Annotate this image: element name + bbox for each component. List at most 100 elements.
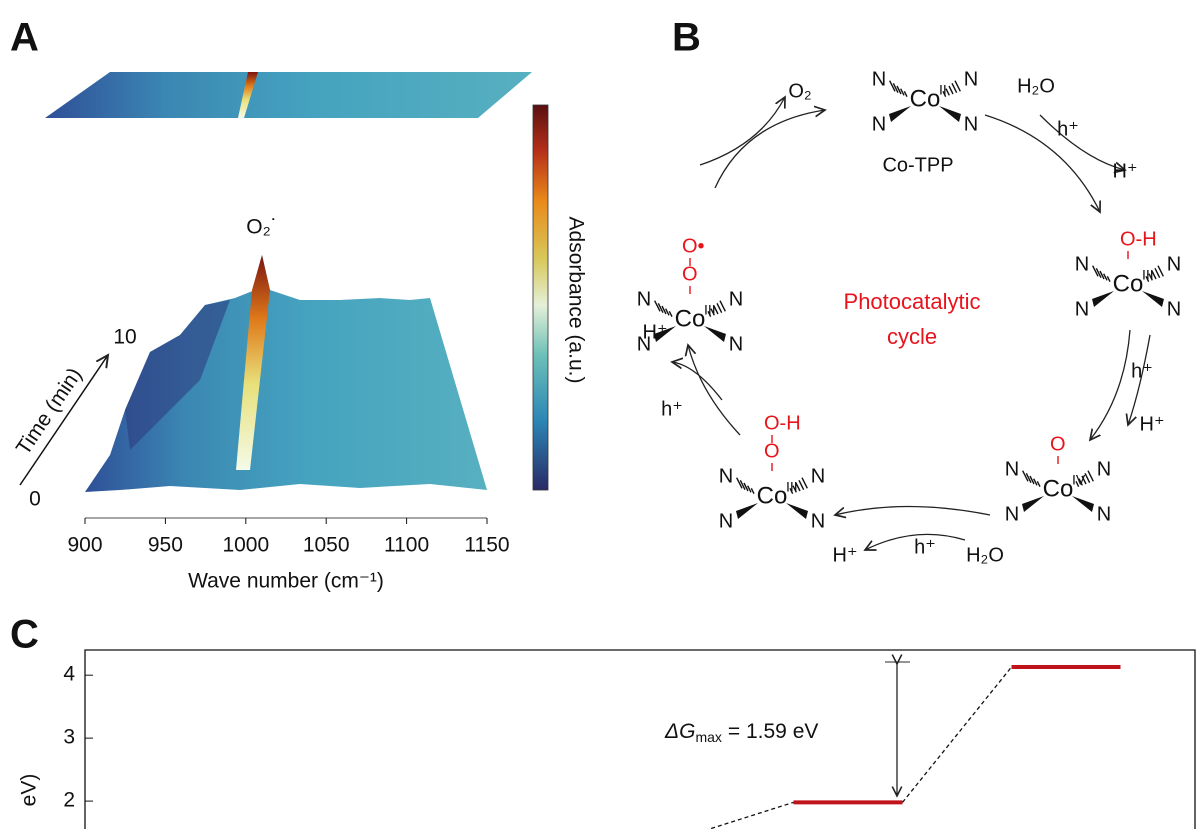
hashed-bond <box>713 305 719 315</box>
hashed-bond <box>903 91 908 97</box>
reagent: H₂O <box>966 544 1004 566</box>
hashed-bond <box>710 308 715 316</box>
hashed-bond <box>747 485 752 493</box>
hashed-bond <box>1036 481 1041 487</box>
connector <box>707 801 794 829</box>
hashed-bond <box>1087 470 1094 482</box>
adduct: O-H <box>1120 228 1157 250</box>
center-label: Photocatalytic <box>844 289 981 314</box>
metal: Co <box>910 85 941 112</box>
hashed-bond <box>1075 481 1080 487</box>
wedge-bond <box>1092 291 1114 307</box>
reagent: h⁺ <box>914 536 936 558</box>
ligand: N <box>1005 458 1019 480</box>
center-label: cycle <box>887 324 937 349</box>
reagent: H⁺ <box>643 321 668 343</box>
ligand: N <box>637 288 651 310</box>
oxidation-state: II <box>939 82 947 98</box>
metal: Co <box>757 482 788 509</box>
hashed-bond <box>789 488 794 494</box>
time-label: Time (min) <box>12 364 87 459</box>
hashed-bond <box>954 80 961 92</box>
hashed-bond <box>892 83 899 93</box>
hashed-bond <box>1095 268 1102 278</box>
surface-shade <box>125 300 230 450</box>
metal: Co <box>675 305 706 332</box>
ligand: N <box>1075 298 1089 320</box>
panel-label: A <box>10 16 39 60</box>
hashed-bond <box>1157 265 1164 277</box>
annotation: ΔGmax = 1.59 eV <box>664 720 818 745</box>
peak-label: O₂˙ <box>246 216 277 239</box>
time-tick: 10 <box>113 326 136 349</box>
hashed-bond <box>900 88 905 96</box>
hashed-bond <box>719 300 726 312</box>
hashed-bond <box>795 482 801 492</box>
ligand: N <box>811 465 825 487</box>
hashed-bond <box>1033 478 1038 486</box>
y-tick-label: 4 <box>63 663 75 686</box>
hashed-bond <box>716 303 723 313</box>
wedge-bond <box>1142 291 1164 307</box>
wedge-bond <box>939 106 961 122</box>
ligand: N <box>1075 253 1089 275</box>
wedge-bond <box>786 503 808 519</box>
hashed-bond <box>750 488 755 494</box>
oxidation-state: III <box>786 479 798 495</box>
hashed-bond <box>665 308 670 316</box>
hashed-bond <box>801 477 808 489</box>
wedge-bond <box>704 326 726 342</box>
reagent: h⁺ <box>661 398 683 420</box>
hashed-bond <box>736 477 743 489</box>
delta-arrow <box>885 662 910 796</box>
ligand: N <box>872 68 886 90</box>
x-tick-label: 900 <box>67 534 102 557</box>
hashed-bond <box>1151 270 1157 280</box>
ligand: N <box>964 68 978 90</box>
hashed-bond <box>1029 475 1035 485</box>
catalyst-label: Co-TPP <box>882 154 953 176</box>
y-axis-label: eV) <box>18 774 41 807</box>
annotation-symbol: ΔG <box>664 720 695 743</box>
hashed-bond <box>668 311 673 317</box>
x-axis-label: Wave number (cm⁻¹) <box>188 570 384 593</box>
hashed-bond <box>1106 276 1111 282</box>
hashed-bond <box>1103 273 1108 281</box>
projection <box>45 72 532 118</box>
ligand: N <box>964 113 978 135</box>
adduct: O <box>764 440 780 462</box>
hashed-bond <box>1148 273 1153 281</box>
hashed-bond <box>1078 478 1083 486</box>
ligand: N <box>637 333 651 355</box>
x-tick-label: 1150 <box>464 534 509 557</box>
reagent: h⁺ <box>1131 360 1153 382</box>
panel-label: C <box>10 613 39 657</box>
hashed-bond <box>942 91 947 97</box>
hashed-bond <box>1084 473 1091 483</box>
ligand: N <box>1167 253 1181 275</box>
x-tick-label: 1050 <box>303 534 350 557</box>
connector <box>901 666 1013 803</box>
reagent: O₂ <box>788 80 811 102</box>
ligand: N <box>719 510 733 532</box>
annotation-subscript: max <box>695 729 721 745</box>
time-arrow <box>19 355 108 486</box>
hashed-bond <box>945 88 950 96</box>
ligand: N <box>872 113 886 135</box>
projection-peak <box>238 72 258 118</box>
hashed-bond <box>654 300 661 312</box>
ligand: N <box>1097 458 1111 480</box>
metal: Co <box>1043 475 1074 502</box>
ligand: N <box>811 510 825 532</box>
hashed-bond <box>798 480 805 490</box>
hashed-bond <box>1022 470 1029 482</box>
reagent: H⁺ <box>1140 413 1165 435</box>
x-tick-label: 1100 <box>384 534 429 557</box>
ligand: N <box>719 465 733 487</box>
metal: Co <box>1113 270 1144 297</box>
hashed-bond <box>739 480 746 490</box>
hashed-bond <box>1092 265 1099 277</box>
hashed-bond <box>1081 475 1087 485</box>
ligand: N <box>729 288 743 310</box>
